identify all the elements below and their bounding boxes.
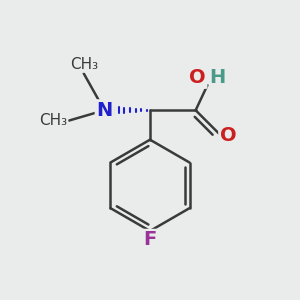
Text: F: F	[143, 230, 157, 249]
Text: CH₃: CH₃	[39, 113, 68, 128]
Text: O: O	[189, 68, 206, 87]
Text: O: O	[220, 126, 236, 145]
Text: CH₃: CH₃	[70, 57, 98, 72]
Text: N: N	[96, 101, 112, 120]
Text: H: H	[209, 68, 226, 87]
